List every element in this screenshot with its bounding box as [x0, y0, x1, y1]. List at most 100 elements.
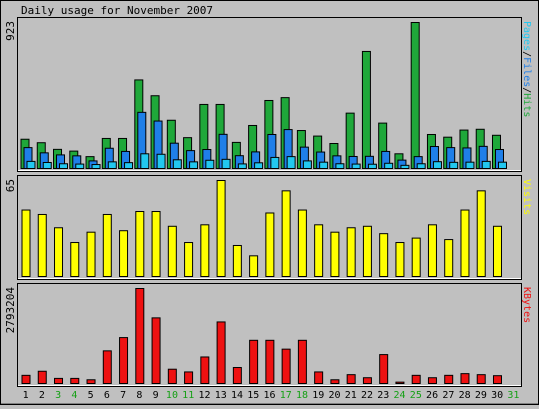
- hits-chart-bar: [449, 161, 459, 169]
- visits-chart-bar: [249, 255, 259, 277]
- visits-chart-bar: [135, 211, 145, 277]
- hits-chart-bar: [465, 161, 475, 169]
- day-label: 14: [231, 390, 243, 401]
- hits-chart-bar: [91, 164, 101, 169]
- visits-chart-bar: [460, 209, 470, 278]
- kbytes-chart-bar: [21, 374, 31, 385]
- hits-chart-legend-item: /: [521, 87, 532, 93]
- visits-chart-bar: [297, 209, 307, 278]
- visits-chart-bar: [200, 224, 210, 277]
- visits-chart-bar: [54, 227, 64, 277]
- kbytes-chart-bar: [346, 374, 356, 384]
- day-label: 3: [55, 390, 61, 401]
- kbytes-chart-bar: [37, 370, 47, 384]
- hits-chart-bar: [302, 160, 312, 169]
- day-label: 28: [459, 390, 471, 401]
- kbytes-chart-bar: [70, 377, 80, 385]
- kbytes-chart-bar: [395, 381, 405, 385]
- day-label: 2: [39, 390, 45, 401]
- hits-chart-bar: [481, 160, 491, 170]
- hits-chart-bar: [335, 163, 345, 170]
- kbytes-chart-bar: [297, 339, 307, 384]
- hits-chart-bar: [107, 161, 117, 169]
- hits-chart-bar: [384, 162, 394, 169]
- day-label: 15: [247, 390, 259, 401]
- hits-chart-legend: Pages/Files/Hits: [521, 21, 532, 117]
- visits-chart-bar: [151, 211, 161, 277]
- hits-chart-bar: [124, 162, 134, 169]
- hits-chart-bar: [270, 156, 280, 170]
- kbytes-chart-bar: [54, 377, 64, 385]
- day-label: 1: [23, 390, 29, 401]
- day-label: 16: [263, 390, 275, 401]
- visits-chart-bar: [37, 213, 47, 278]
- day-label: 10: [166, 390, 178, 401]
- hits-chart-bar: [75, 163, 85, 170]
- day-label: 9: [153, 390, 159, 401]
- hits-chart-bar: [286, 156, 296, 169]
- hits-chart-bar: [156, 153, 166, 169]
- day-label: 26: [426, 390, 438, 401]
- visits-chart-legend: Visits: [521, 179, 532, 215]
- visits-chart-legend-item: Visits: [521, 179, 532, 215]
- hits-chart-bar: [351, 163, 361, 170]
- visits-chart-bar: [314, 224, 324, 277]
- kbytes-chart-bar: [281, 348, 291, 385]
- day-label: 19: [312, 390, 324, 401]
- hits-chart-bar: [497, 161, 507, 169]
- kbytes-chart-bar: [314, 371, 324, 384]
- visits-chart-bar: [265, 212, 275, 277]
- hits-chart-bar: [237, 163, 247, 169]
- day-label: 27: [442, 390, 454, 401]
- hits-chart-bar: [221, 158, 231, 169]
- hits-chart-bar: [361, 50, 371, 169]
- hits-chart-legend-item: Hits: [521, 93, 532, 117]
- day-label: 22: [361, 390, 373, 401]
- kbytes-chart-bar: [492, 375, 502, 384]
- day-label: 11: [182, 390, 194, 401]
- day-label: 20: [329, 390, 341, 401]
- hits-chart-bar: [319, 161, 329, 169]
- visits-chart-bar: [395, 242, 405, 277]
- visits-chart-bar: [476, 190, 486, 277]
- kbytes-chart-bar: [167, 368, 177, 385]
- kbytes-chart-bar: [460, 373, 470, 385]
- day-label: 23: [377, 390, 389, 401]
- hits-chart-bar: [410, 22, 420, 169]
- kbytes-chart-bar: [151, 317, 161, 385]
- hits-chart-bar: [172, 159, 182, 170]
- visits-chart-bar: [70, 242, 80, 277]
- kbytes-chart-legend-item: KBytes: [521, 287, 532, 323]
- visits-chart-bar: [346, 227, 356, 277]
- kbytes-chart-bar: [232, 367, 242, 384]
- visits-chart-bar: [184, 242, 194, 277]
- visits-chart-bar: [492, 225, 502, 278]
- day-label: 13: [215, 390, 227, 401]
- hits-chart-bar: [254, 162, 264, 170]
- day-label: 24: [394, 390, 406, 401]
- visits-chart-bar: [86, 231, 96, 277]
- hits-chart-bar: [367, 163, 377, 169]
- kbytes-chart-bar: [184, 371, 194, 384]
- day-label: 7: [120, 390, 126, 401]
- visits-chart-bar: [330, 231, 340, 277]
- kbytes-chart-bar: [427, 377, 437, 384]
- chart-title: Daily usage for November 2007: [21, 4, 213, 17]
- kbytes-chart-bar: [476, 374, 486, 384]
- day-label: 4: [71, 390, 77, 401]
- day-label: 18: [296, 390, 308, 401]
- day-label: 12: [198, 390, 210, 401]
- visits-chart-bar: [281, 190, 291, 277]
- kbytes-chart-bar: [379, 354, 389, 384]
- kbytes-chart-bar: [200, 356, 210, 384]
- hits-chart-bar: [59, 163, 69, 170]
- day-label: 30: [491, 390, 503, 401]
- day-label: 31: [507, 390, 519, 401]
- hits-chart-ytick: 923: [4, 21, 17, 41]
- kbytes-chart-bar: [265, 339, 275, 384]
- day-label: 6: [104, 390, 110, 401]
- hits-chart-bar: [416, 163, 426, 170]
- visits-chart-bar: [362, 225, 372, 278]
- hits-chart-bar: [26, 160, 36, 170]
